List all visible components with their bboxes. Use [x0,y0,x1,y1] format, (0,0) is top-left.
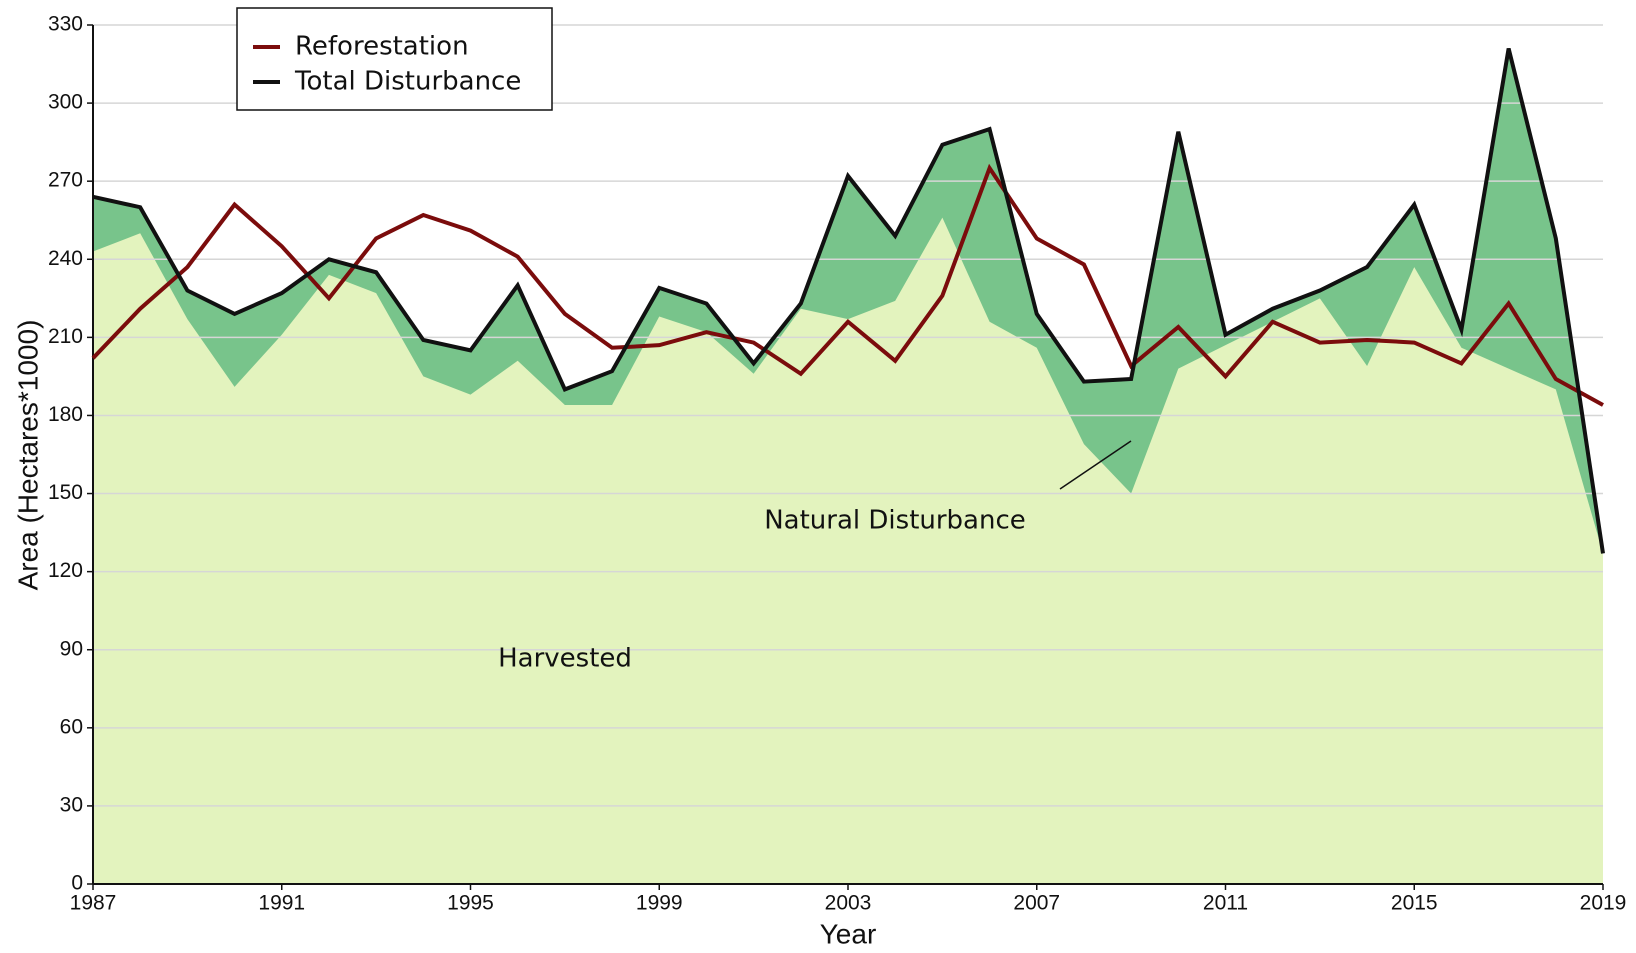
x-axis-label: Year [820,918,877,949]
x-tick-label: 1987 [70,892,117,915]
legend-box [236,7,553,111]
y-tick-label: 120 [48,559,83,582]
x-tick-label: 1995 [447,892,494,915]
x-tick-label: 1991 [258,892,305,915]
x-tick-label: 2007 [1013,892,1060,915]
y-tick-label: 60 [60,715,83,738]
y-tick-label: 30 [60,793,83,816]
x-tick-label: 2003 [825,892,872,915]
x-tick-label: 2019 [1580,892,1627,915]
y-tick-label: 0 [71,872,83,895]
y-tick-label: 330 [48,13,83,36]
annotation: Natural Disturbance [764,506,1026,536]
harvested-area [93,217,1603,884]
area-label: Harvested [498,644,632,674]
line-series [91,163,1604,407]
legend-label: Total Disturbance [294,67,521,97]
annotation-pointer [1059,440,1132,490]
y-tick-label: 90 [60,637,83,660]
legend-label: Reforestation [295,32,469,62]
y-tick-label: 300 [48,91,83,114]
y-tick-label: 180 [48,403,83,426]
y-tick-label: 210 [48,325,83,348]
y-tick-label: 240 [48,247,83,270]
line-series [92,47,1605,554]
x-tick-label: 1999 [636,892,683,915]
y-axis-label: Area (Hectares*1000) [12,320,43,591]
y-tick-label: 270 [48,169,83,192]
x-tick-label: 2011 [1203,892,1248,915]
x-tick-label: 2015 [1391,892,1438,915]
y-tick-label: 150 [48,481,83,504]
